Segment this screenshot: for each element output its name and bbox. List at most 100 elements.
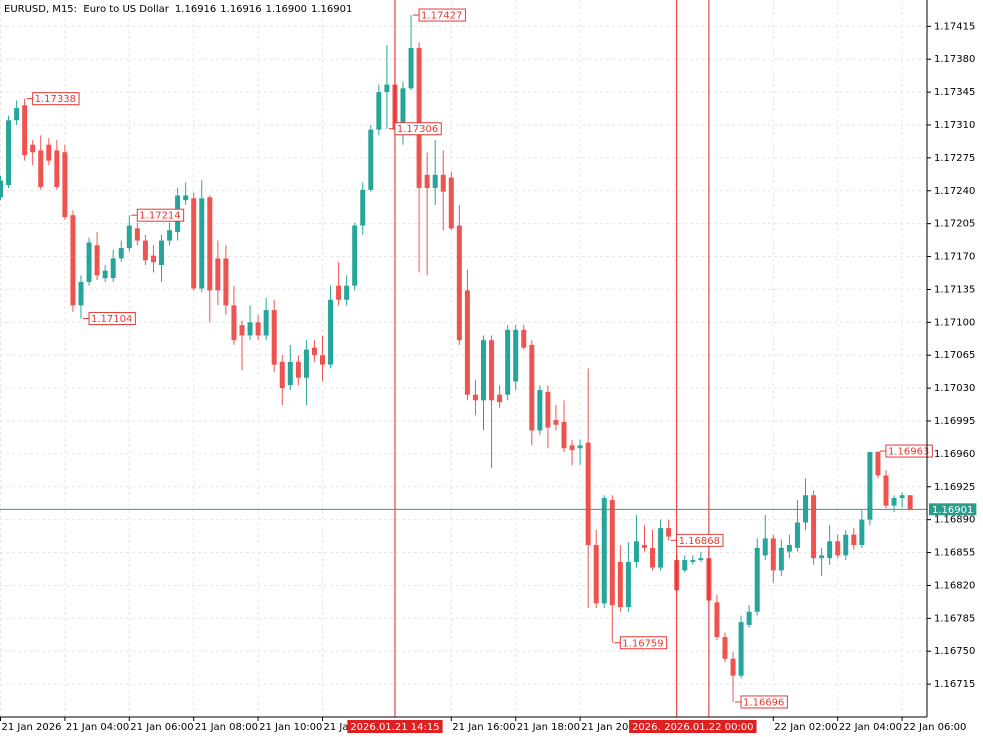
candle-body bbox=[472, 394, 478, 401]
candle-body bbox=[553, 420, 559, 425]
candle-body bbox=[440, 174, 446, 192]
candle-body bbox=[54, 150, 60, 188]
candle-body bbox=[62, 152, 68, 218]
candle-body bbox=[215, 258, 221, 291]
x-tick-label: 21 Jan 16:00 bbox=[452, 722, 515, 733]
candle-body bbox=[263, 310, 269, 336]
candle-body bbox=[577, 445, 583, 449]
candle-body bbox=[231, 305, 237, 341]
candle-body bbox=[875, 452, 881, 476]
candle-body bbox=[811, 495, 817, 559]
candle-body bbox=[400, 88, 406, 128]
candle-body bbox=[843, 534, 849, 556]
candle-body bbox=[545, 391, 551, 428]
candle-body bbox=[690, 560, 696, 562]
x-tick-label: 21 Jan 2026 bbox=[2, 722, 62, 733]
candle-body bbox=[601, 498, 607, 604]
price-label: 1.17214 bbox=[139, 211, 180, 222]
price-label-box bbox=[394, 122, 442, 136]
time-highlight-box bbox=[661, 720, 757, 733]
candle-body bbox=[819, 555, 825, 559]
candle-body bbox=[102, 270, 108, 279]
y-tick-label: 1.17205 bbox=[934, 219, 975, 230]
candle-body bbox=[658, 528, 664, 568]
candle-body bbox=[94, 245, 100, 276]
price-label-box bbox=[885, 444, 933, 458]
candle-body bbox=[295, 361, 301, 378]
candle-body bbox=[609, 499, 615, 606]
candle-body bbox=[746, 611, 752, 625]
candle-body bbox=[456, 225, 462, 341]
candle-body bbox=[730, 658, 736, 676]
y-tick-label: 1.16890 bbox=[934, 515, 975, 526]
candle-body bbox=[408, 47, 414, 89]
candle-body bbox=[271, 310, 277, 365]
candle-body bbox=[867, 452, 873, 520]
candle-body bbox=[529, 344, 535, 431]
candle-body bbox=[770, 538, 776, 571]
price-label: 1.17306 bbox=[397, 124, 438, 135]
y-tick-label: 1.16960 bbox=[934, 449, 975, 460]
candle-body bbox=[255, 322, 261, 336]
price-label: 1.17338 bbox=[35, 94, 76, 105]
candle-body bbox=[497, 394, 503, 403]
candle-body bbox=[167, 230, 173, 241]
candle-body bbox=[424, 174, 430, 188]
candle-body bbox=[287, 361, 293, 386]
x-tick-label: 21 Jan 18:00 bbox=[517, 722, 580, 733]
time-highlight-label: 2026.01.21 14:15 bbox=[350, 722, 439, 733]
candle-body bbox=[344, 285, 350, 300]
time-highlight-label: 2026.01.22 00:00 bbox=[664, 722, 753, 733]
marks-layer bbox=[0, 0, 927, 717]
candle-body bbox=[835, 541, 841, 556]
price-label-box bbox=[740, 695, 788, 709]
y-tick-label: 1.17170 bbox=[934, 252, 975, 263]
time-highlight-box bbox=[347, 720, 443, 733]
y-tick-label: 1.16925 bbox=[934, 482, 975, 493]
candle-body bbox=[738, 622, 744, 676]
candle-body bbox=[78, 281, 84, 306]
y-tick-label: 1.16715 bbox=[934, 679, 975, 690]
candle-body bbox=[827, 541, 833, 559]
x-tick-label: 21 Jan 20:00 bbox=[581, 722, 644, 733]
x-tick-label: 21 Jan 08:00 bbox=[195, 722, 258, 733]
candle-body bbox=[223, 258, 229, 306]
candle-body bbox=[376, 92, 382, 130]
price-label-box bbox=[619, 636, 668, 650]
candle-body bbox=[360, 189, 366, 226]
candle-body bbox=[569, 445, 575, 451]
title-close: 1.16901 bbox=[311, 4, 352, 15]
y-tick-label: 1.17240 bbox=[934, 186, 975, 197]
candle-body bbox=[778, 547, 784, 571]
candle-body bbox=[30, 144, 36, 153]
candle-body bbox=[585, 442, 591, 546]
price-label: 1.16963 bbox=[888, 447, 929, 458]
y-tick-label: 1.16995 bbox=[934, 416, 975, 427]
price-label: 1.17104 bbox=[91, 314, 132, 325]
candle-body bbox=[642, 545, 647, 548]
y-tick-label: 1.17415 bbox=[934, 21, 975, 32]
price-label: 1.16696 bbox=[743, 697, 784, 708]
title-open: 1.16916 bbox=[175, 4, 216, 15]
candle-body bbox=[786, 545, 792, 552]
candle-body bbox=[633, 541, 639, 562]
candle-body bbox=[432, 174, 438, 188]
candle-body bbox=[537, 389, 543, 431]
candle-body bbox=[126, 225, 132, 249]
labels-layer: 1.16715 1.16750 1.16785 1.16820 1.16855 1.168… bbox=[0, 8, 977, 733]
price-label-box bbox=[418, 8, 466, 22]
candle-body bbox=[328, 299, 334, 365]
y-tick-label: 1.16750 bbox=[934, 646, 975, 657]
candle-body bbox=[191, 198, 197, 289]
candle-body bbox=[118, 248, 124, 259]
candle-body bbox=[86, 242, 92, 282]
title-high: 1.16916 bbox=[220, 4, 261, 15]
candle-body bbox=[883, 475, 889, 506]
title-symbol: EURUSD, M15: Euro to US Dollar bbox=[4, 4, 170, 15]
candle-body bbox=[320, 355, 325, 365]
y-tick-label: 1.16785 bbox=[934, 613, 975, 624]
candle-body bbox=[561, 421, 567, 449]
y-tick-label: 1.16855 bbox=[934, 548, 975, 559]
